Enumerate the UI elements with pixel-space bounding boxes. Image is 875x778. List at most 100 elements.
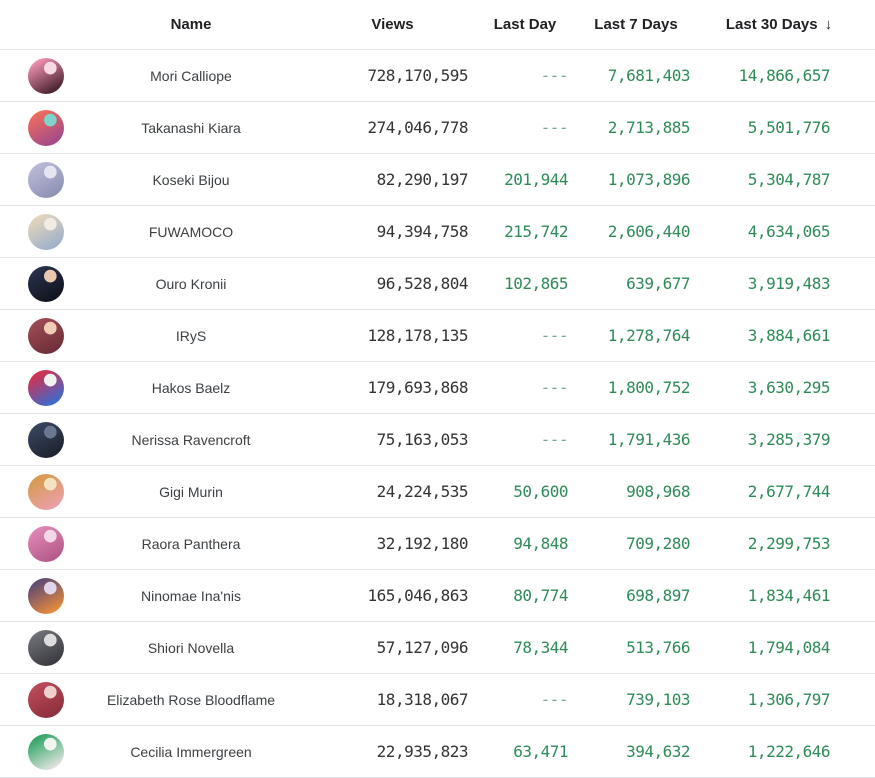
last-day-value: 94,848 [513,534,568,553]
last-day-value: 78,344 [513,638,568,657]
last-7-days-value: 2,713,885 [607,118,691,137]
table-body: Mori Calliope 728,170,595 --- 7,681,403 … [0,50,875,778]
channel-name[interactable]: FUWAMOCO [148,223,234,240]
channel-name[interactable]: Nerissa Ravencroft [131,431,251,448]
last-day-value: --- [540,66,569,85]
views-value: 179,693,868 [367,378,469,397]
views-value: 57,127,096 [376,638,469,657]
views-value: 18,318,067 [376,690,469,709]
last-30-days-value: 1,794,084 [747,638,831,657]
channel-avatar[interactable] [28,57,64,94]
channel-name[interactable]: Gigi Murin [159,483,223,500]
table-row: Gigi Murin 24,224,535 50,600 908,968 2,6… [0,466,875,518]
last-7-days-value: 513,766 [626,638,690,657]
last-30-days-value: 3,919,483 [747,274,831,293]
channel-avatar[interactable] [28,265,64,302]
column-header-last-7-days[interactable]: Last 7 Days [594,16,678,33]
last-30-days-value: 1,222,646 [747,742,831,761]
table-row: Ninomae Ina'nis 165,046,863 80,774 698,8… [0,570,875,622]
views-value: 32,192,180 [376,534,469,553]
channel-avatar[interactable] [28,161,64,198]
last-day-value: 63,471 [513,742,568,761]
table-row: IRyS 128,178,135 --- 1,278,764 3,884,661 [0,310,875,362]
last-30-days-value: 5,501,776 [747,118,831,137]
channel-avatar[interactable] [28,421,64,458]
last-7-days-value: 698,897 [626,586,690,605]
last-7-days-value: 1,073,896 [607,170,691,189]
channel-avatar[interactable] [28,213,64,250]
views-value: 274,046,778 [367,118,469,137]
channel-avatar[interactable] [28,577,64,614]
channel-name[interactable]: Mori Calliope [150,67,232,84]
table-row: Takanashi Kiara 274,046,778 --- 2,713,88… [0,102,875,154]
last-7-days-value: 394,632 [626,742,690,761]
channel-name[interactable]: Ouro Kronii [155,275,227,292]
column-header-last-30-days[interactable]: Last 30 Days ↓ [697,16,875,33]
views-value: 96,528,804 [376,274,469,293]
channel-name[interactable]: Raora Panthera [141,535,241,552]
table-row: Hakos Baelz 179,693,868 --- 1,800,752 3,… [0,362,875,414]
channel-avatar[interactable] [28,629,64,666]
channel-name[interactable]: IRyS [175,327,207,344]
table-row: Mori Calliope 728,170,595 --- 7,681,403 … [0,50,875,102]
channel-avatar[interactable] [28,369,64,406]
last-30-days-value: 14,866,657 [738,66,831,85]
channel-avatar[interactable] [28,733,64,770]
last-day-value: --- [540,690,569,709]
channel-avatar[interactable] [28,681,64,718]
last-day-value: --- [540,326,569,345]
views-value: 94,394,758 [376,222,469,241]
channel-avatar[interactable] [28,317,64,354]
channel-name[interactable]: Elizabeth Rose Bloodflame [106,691,276,708]
last-7-days-value: 7,681,403 [607,66,691,85]
last-30-days-value: 4,634,065 [747,222,831,241]
last-7-days-value: 1,791,436 [607,430,691,449]
last-day-value: --- [540,378,569,397]
last-day-value: 80,774 [513,586,568,605]
channel-name[interactable]: Ninomae Ina'nis [141,587,241,604]
last-30-days-value: 3,285,379 [747,430,831,449]
last-30-days-value: 3,630,295 [747,378,831,397]
views-value: 22,935,823 [376,742,469,761]
last-30-days-value: 1,834,461 [747,586,831,605]
last-30-days-value: 5,304,787 [747,170,831,189]
channel-name[interactable]: Takanashi Kiara [141,119,241,136]
table-row: Nerissa Ravencroft 75,163,053 --- 1,791,… [0,414,875,466]
last-day-value: --- [540,118,569,137]
column-header-last-30-days-label: Last 30 Days [725,16,818,33]
channel-avatar[interactable] [28,109,64,146]
channel-avatar[interactable] [28,473,64,510]
last-day-value: --- [540,430,569,449]
last-7-days-value: 2,606,440 [607,222,691,241]
table-row: Koseki Bijou 82,290,197 201,944 1,073,89… [0,154,875,206]
table-row: Shiori Novella 57,127,096 78,344 513,766… [0,622,875,674]
views-value: 75,163,053 [376,430,469,449]
channel-avatar[interactable] [28,525,64,562]
last-7-days-value: 1,278,764 [607,326,691,345]
last-day-value: 102,865 [504,274,568,293]
last-7-days-value: 709,280 [626,534,690,553]
last-7-days-value: 639,677 [626,274,690,293]
channel-name[interactable]: Koseki Bijou [152,171,230,188]
table-row: Raora Panthera 32,192,180 94,848 709,280… [0,518,875,570]
table-row: FUWAMOCO 94,394,758 215,742 2,606,440 4,… [0,206,875,258]
channel-name[interactable]: Cecilia Immergreen [130,743,252,760]
table-row: Ouro Kronii 96,528,804 102,865 639,677 3… [0,258,875,310]
last-30-days-value: 2,677,744 [747,482,831,501]
sort-descending-icon: ↓ [824,16,833,33]
channel-name[interactable]: Hakos Baelz [151,379,231,396]
views-value: 165,046,863 [367,586,469,605]
table-row: Elizabeth Rose Bloodflame 18,318,067 ---… [0,674,875,726]
last-30-days-value: 1,306,797 [747,690,831,709]
table-header-row: Name Views Last Day Last 7 Days Last 30 … [0,0,875,50]
channel-name[interactable]: Shiori Novella [147,639,235,656]
views-value: 728,170,595 [367,66,469,85]
views-value: 128,178,135 [367,326,469,345]
column-header-last-day[interactable]: Last Day [493,16,557,33]
column-header-name[interactable]: Name [170,16,212,33]
column-header-views[interactable]: Views [371,16,414,33]
views-value: 82,290,197 [376,170,469,189]
last-day-value: 201,944 [504,170,568,189]
table-row: Cecilia Immergreen 22,935,823 63,471 394… [0,726,875,778]
